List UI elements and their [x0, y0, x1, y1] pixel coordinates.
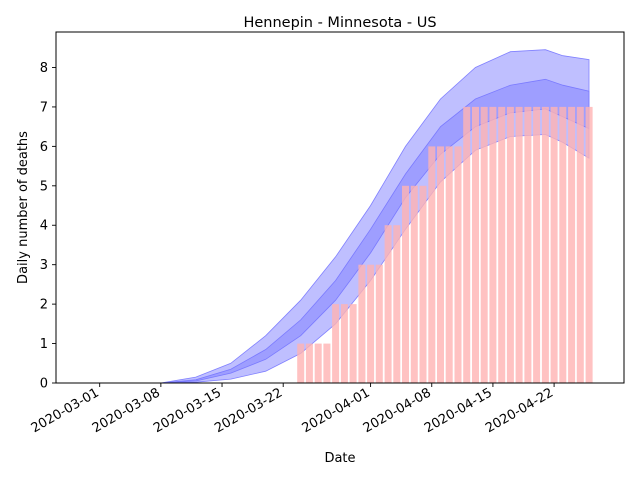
- bar: [358, 264, 366, 383]
- bar: [568, 106, 576, 384]
- bar: [332, 304, 340, 383]
- y-tick-label: 3: [40, 258, 48, 273]
- y-tick-label: 6: [40, 140, 48, 155]
- bars: [297, 106, 593, 384]
- bar: [437, 146, 444, 383]
- y-tick-label: 7: [40, 100, 48, 115]
- bar: [419, 185, 427, 383]
- plot-frame: [55, 31, 625, 384]
- bar: [550, 106, 558, 384]
- bar: [428, 146, 436, 383]
- bar: [559, 106, 567, 384]
- bar: [375, 264, 383, 383]
- bar: [463, 106, 471, 384]
- bar: [506, 106, 514, 384]
- bar: [305, 343, 313, 383]
- bar: [498, 106, 506, 384]
- bar: [585, 106, 593, 384]
- y-tick-label: 8: [40, 61, 48, 76]
- y-tick-label: 0: [40, 377, 48, 392]
- bar: [541, 106, 549, 384]
- bar: [393, 225, 401, 383]
- bar: [576, 106, 584, 384]
- bar: [515, 106, 523, 384]
- bar: [533, 106, 541, 384]
- bar: [402, 185, 409, 383]
- bar: [454, 146, 462, 383]
- y-tick-label: 1: [40, 337, 48, 352]
- chart-title: Hennepin - Minnesota - US: [243, 15, 436, 31]
- bar: [472, 106, 479, 384]
- y-axis-title: Daily number of deaths: [16, 131, 31, 284]
- bar: [323, 343, 331, 383]
- bar: [314, 343, 322, 383]
- bar: [349, 304, 357, 383]
- bar: [489, 106, 497, 384]
- bar: [340, 304, 348, 383]
- y-tick-label: 4: [40, 219, 48, 234]
- x-axis-title: Date: [324, 451, 355, 466]
- y-tick-label: 2: [40, 298, 48, 313]
- bar: [384, 225, 392, 383]
- bar: [297, 343, 305, 383]
- bar: [445, 146, 453, 383]
- bar: [480, 106, 488, 384]
- bar: [367, 264, 375, 383]
- bar: [410, 185, 418, 383]
- y-axis: 0 1 2 3 4 5 6 7 8: [40, 61, 56, 392]
- y-tick-label: 5: [40, 179, 48, 194]
- bar: [524, 106, 532, 384]
